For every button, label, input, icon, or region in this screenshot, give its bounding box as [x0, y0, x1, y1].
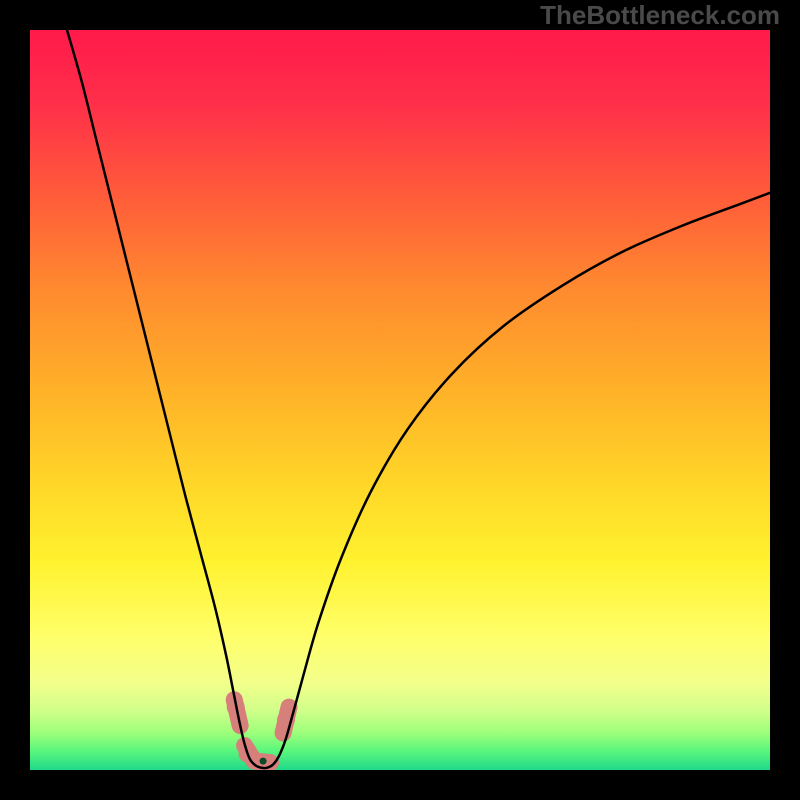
chart-overlay: [30, 30, 770, 770]
valley-center-dot: [260, 758, 267, 765]
chart-frame: TheBottleneck.com: [0, 0, 800, 800]
bottleneck-curve: [67, 30, 770, 768]
plot-area: [30, 30, 770, 770]
watermark-text: TheBottleneck.com: [540, 0, 780, 31]
